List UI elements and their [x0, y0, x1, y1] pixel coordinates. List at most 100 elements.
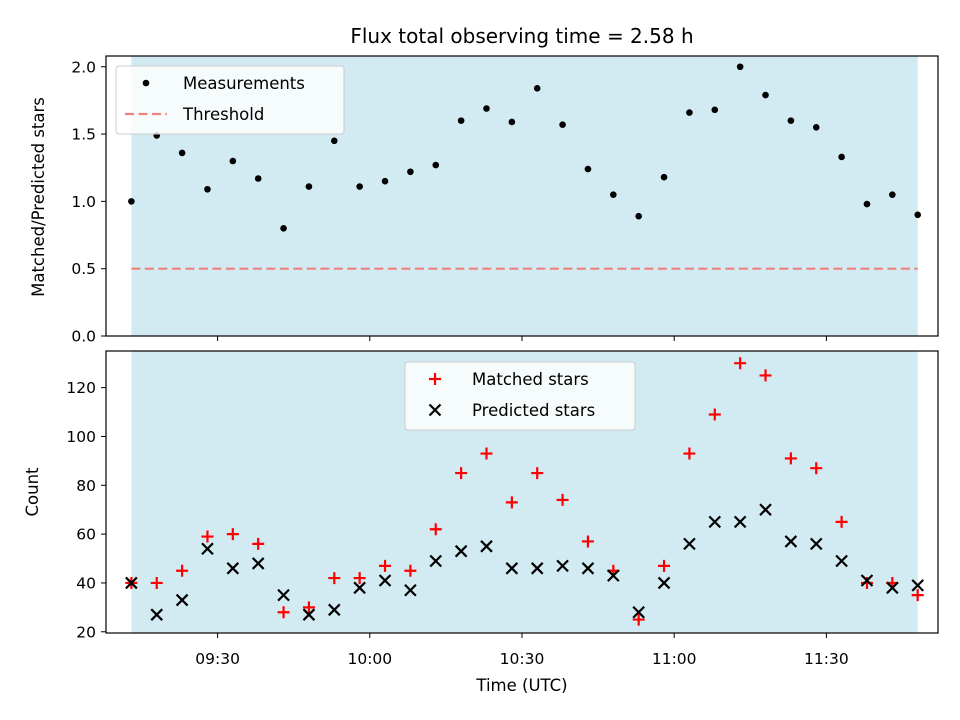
measurement-point — [229, 157, 237, 165]
x-axis-label: Time (UTC) — [475, 676, 567, 695]
predicted-stars-point — [175, 593, 189, 607]
matched-stars-point — [455, 467, 468, 480]
predicted-stars-point — [226, 562, 240, 575]
predicted-stars-point — [581, 562, 595, 575]
predicted-stars-point — [759, 503, 772, 516]
predicted-stars-point — [708, 515, 722, 529]
predicted-stars-point — [886, 581, 899, 595]
measurement-point — [736, 63, 744, 71]
matched-stars-point — [201, 530, 214, 543]
measurement-point — [762, 91, 769, 99]
matched-stars-point — [784, 452, 797, 465]
predicted-stars-point — [378, 574, 392, 587]
measurement-point — [204, 185, 211, 193]
predicted-stars-point — [251, 557, 265, 570]
measurement-point — [128, 198, 135, 205]
predicted-stars-point — [556, 559, 569, 573]
x-tick-label: 09:30 — [195, 650, 240, 668]
legend-marker-dot — [142, 79, 150, 87]
y-tick-label: 80 — [76, 477, 96, 495]
predicted-stars-point — [505, 562, 519, 575]
measurement-point — [280, 225, 287, 232]
measurement-point — [812, 124, 820, 131]
legend-label: Measurements — [183, 74, 305, 93]
measurement-point — [686, 109, 693, 116]
predicted-stars-point — [733, 515, 747, 529]
measurement-point — [432, 161, 440, 169]
legend: Matched stars Predicted stars — [404, 361, 636, 431]
measurement-point — [381, 177, 389, 185]
predicted-stars-point — [328, 603, 341, 617]
legend-label: Threshold — [182, 105, 264, 124]
measurement-point — [254, 175, 262, 182]
predicted-stars-point — [454, 544, 468, 558]
measurement-point — [407, 168, 414, 176]
matched-stars-point — [226, 528, 239, 541]
matched-stars-point — [302, 601, 315, 614]
series-matched-stars — [125, 357, 924, 626]
predicted-stars-point — [125, 576, 138, 590]
measurement-point — [838, 153, 845, 161]
x-tick-label: 10:00 — [347, 650, 392, 668]
measurement-point — [533, 85, 541, 92]
predicted-stars-point — [835, 554, 848, 568]
predicted-stars-point — [404, 583, 417, 597]
matched-stars-point — [911, 589, 924, 602]
count-y-axis-label: Count — [23, 467, 42, 517]
series-predicted-stars — [125, 503, 924, 621]
measurement-point — [610, 191, 617, 198]
y-tick-label: 40 — [76, 574, 96, 592]
y-tick-label: 20 — [76, 623, 96, 641]
matched-stars-point — [531, 467, 544, 480]
legend-label: Matched stars — [472, 370, 589, 389]
ratio-y-axis-label: Matched/Predicted stars — [29, 97, 48, 297]
matched-stars-point — [252, 537, 265, 550]
chart-title: Flux total observing time = 2.58 h — [350, 24, 693, 48]
measurement-point — [330, 137, 338, 145]
matched-stars-point — [759, 369, 772, 382]
predicted-stars-point — [607, 569, 620, 582]
matched-stars-point — [835, 515, 848, 528]
predicted-stars-point — [201, 542, 214, 556]
matched-stars-point — [658, 559, 671, 572]
matched-stars-point — [404, 564, 417, 577]
measurement-point — [356, 183, 363, 190]
predicted-stars-point — [277, 588, 290, 602]
matched-stars-point — [734, 357, 747, 370]
predicted-stars-point — [683, 537, 696, 551]
predicted-stars-point — [150, 608, 164, 621]
matched-stars-point — [176, 564, 189, 577]
y-tick-label: 60 — [76, 526, 96, 544]
predicted-stars-point — [480, 540, 493, 553]
predicted-stars-point — [784, 535, 798, 548]
matched-stars-point — [379, 559, 392, 572]
matched-stars-point — [708, 408, 721, 421]
measurement-point — [914, 211, 922, 219]
measurement-point — [305, 183, 313, 190]
count-panel: 20 40 60 80 100 120 09:30 10:00 10:30 11:00 11:30 M… — [66, 350, 939, 668]
x-tick-label: 10:30 — [500, 650, 545, 668]
legend-marker-x — [428, 403, 442, 417]
measurement-point — [711, 106, 719, 114]
measurement-point — [787, 117, 795, 124]
measurement-point — [178, 149, 186, 157]
measurement-point — [863, 200, 871, 208]
matched-stars-point — [328, 572, 341, 585]
predicted-stars-point — [657, 576, 671, 590]
matched-stars-point — [353, 572, 366, 585]
axes-frame — [105, 350, 939, 634]
measurement-point — [483, 105, 490, 112]
x-tick-label: 11:00 — [652, 650, 697, 668]
matched-stars-point — [581, 535, 594, 548]
y-tick-label: 0.5 — [71, 260, 96, 278]
legend: Measurements Threshold — [115, 65, 345, 135]
matched-stars-point — [480, 447, 493, 460]
series-measurements — [128, 63, 922, 232]
ratio-panel: 0.0 0.5 1.0 1.5 2.0 Measurements Threshold — [71, 55, 939, 346]
measurement-point — [889, 191, 896, 198]
predicted-stars-point — [530, 562, 544, 575]
measurement-point — [635, 212, 642, 220]
predicted-stars-point — [632, 605, 645, 619]
matched-stars-point — [556, 493, 569, 506]
matched-stars-point — [150, 576, 163, 589]
